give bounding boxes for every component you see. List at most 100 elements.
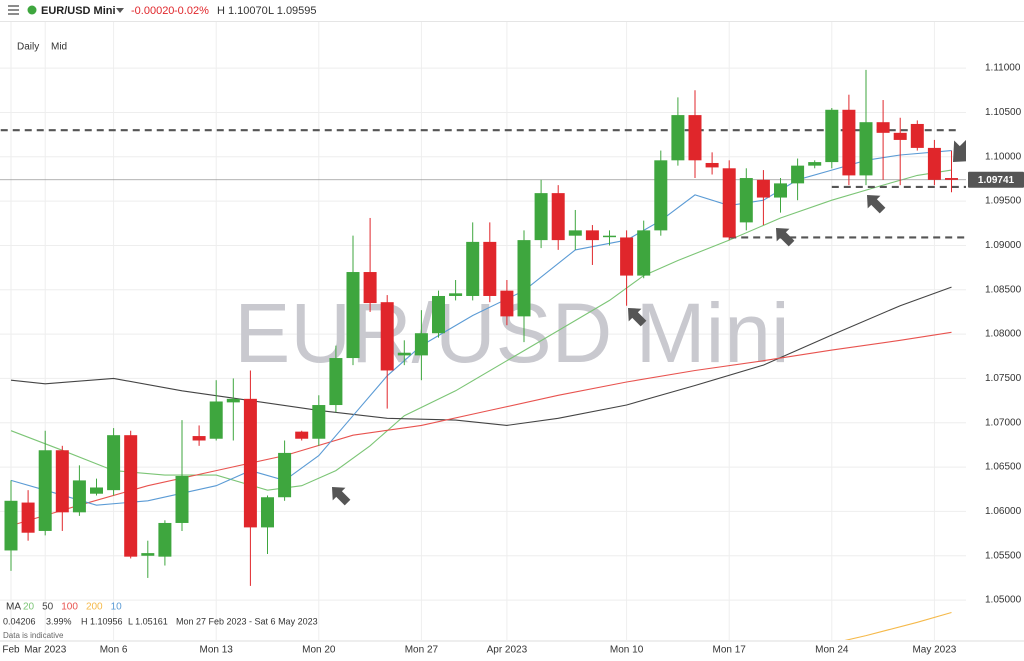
legend-entry: 100 bbox=[61, 602, 78, 613]
candle-body bbox=[517, 240, 531, 317]
candle-body bbox=[278, 452, 292, 498]
candle-body bbox=[124, 435, 138, 557]
y-tick-label: 1.10000 bbox=[985, 151, 1022, 162]
x-tick-label: Mon 20 bbox=[302, 645, 336, 656]
candle-body bbox=[466, 241, 480, 296]
candle-body bbox=[380, 302, 394, 371]
candle-body bbox=[671, 115, 685, 161]
x-tick-label: Apr 2023 bbox=[487, 645, 528, 656]
candle-body bbox=[414, 333, 428, 356]
y-tick-label: 1.05500 bbox=[985, 550, 1022, 561]
candle-body bbox=[483, 241, 497, 296]
low: L 1.09595 bbox=[268, 5, 317, 17]
candle-body bbox=[876, 122, 890, 133]
price-axis-bg bbox=[966, 22, 1024, 656]
candle-body bbox=[945, 178, 958, 180]
candle-body bbox=[72, 480, 86, 513]
y-tick-label: 1.10500 bbox=[985, 107, 1022, 118]
candle-body bbox=[654, 160, 668, 231]
candle-body bbox=[910, 123, 924, 148]
legend-entry: 10 bbox=[111, 602, 123, 613]
candle-body bbox=[603, 235, 616, 238]
y-tick-label: 1.11000 bbox=[985, 63, 1021, 74]
candle-body bbox=[825, 109, 839, 163]
arrow bbox=[628, 308, 647, 327]
header: EUR/USD Mini -0.00020 -0.02% H 1.10070 L… bbox=[8, 5, 317, 53]
candle-body bbox=[739, 178, 753, 223]
change-pct: -0.02% bbox=[174, 5, 209, 17]
candle-body bbox=[637, 230, 651, 276]
candle-body bbox=[209, 401, 223, 439]
candle-body bbox=[21, 502, 35, 533]
range-dates: Mon 27 Feb 2023 - Sat 6 May 2023 bbox=[176, 616, 318, 626]
candle-body bbox=[261, 497, 274, 528]
candle-body bbox=[449, 293, 463, 296]
candle-body bbox=[295, 431, 309, 439]
candle-body bbox=[808, 162, 822, 166]
range-pct: 3.99% bbox=[46, 616, 72, 626]
y-tick-label: 1.05000 bbox=[985, 595, 1022, 606]
y-tick-label: 1.07500 bbox=[985, 373, 1022, 384]
candle-body bbox=[774, 183, 787, 198]
price-type[interactable]: Mid bbox=[51, 42, 67, 53]
candle-body bbox=[620, 237, 634, 276]
x-tick-label: Mon 10 bbox=[610, 645, 644, 656]
legend-entry: 50 bbox=[42, 602, 54, 613]
candle-body bbox=[722, 168, 736, 238]
last-price-label: 1.09741 bbox=[978, 175, 1015, 186]
symbol[interactable]: EUR/USD Mini bbox=[41, 5, 116, 17]
ma-label: MA bbox=[6, 602, 21, 613]
menu-icon[interactable] bbox=[8, 5, 19, 15]
arrow bbox=[332, 487, 351, 506]
candle-body bbox=[346, 272, 360, 359]
x-tick-label: May 2023 bbox=[912, 645, 956, 656]
x-tick-label: Mon 27 bbox=[405, 645, 439, 656]
candle-body bbox=[791, 165, 805, 184]
y-tick-label: 1.09000 bbox=[985, 240, 1022, 251]
candle-body bbox=[90, 487, 103, 494]
x-tick-label: Mar 2023 bbox=[24, 645, 67, 656]
x-tick-label: Mon 17 bbox=[713, 645, 747, 656]
ma-line bbox=[10, 169, 952, 491]
candle-body bbox=[243, 398, 257, 528]
candle-body bbox=[551, 193, 565, 241]
candle-body bbox=[312, 405, 326, 439]
candle-body bbox=[329, 358, 343, 406]
candle-body bbox=[363, 272, 377, 304]
candle-body bbox=[756, 179, 770, 198]
ma-line bbox=[844, 611, 952, 640]
candle-body bbox=[226, 398, 240, 403]
candle-body bbox=[688, 115, 702, 161]
candle-body bbox=[141, 553, 155, 556]
range-low: L 1.05161 bbox=[128, 616, 168, 626]
range-change: 0.04206 bbox=[3, 616, 36, 626]
legend-entry: 200 bbox=[86, 602, 103, 613]
candle-body bbox=[4, 500, 18, 551]
candle-body bbox=[705, 162, 719, 168]
legend-entry: 20 bbox=[23, 602, 35, 613]
ma-line bbox=[10, 286, 952, 426]
candle-body bbox=[500, 290, 514, 317]
y-tick-label: 1.07000 bbox=[985, 417, 1022, 428]
interval[interactable]: Daily bbox=[17, 42, 39, 53]
x-tick-label: Mon 24 bbox=[815, 645, 849, 656]
candle-body bbox=[568, 230, 582, 236]
candle-body bbox=[927, 147, 941, 180]
candle-body bbox=[893, 132, 907, 140]
change: -0.00020 bbox=[131, 5, 174, 17]
last-price-tag bbox=[968, 171, 1024, 188]
y-tick-label: 1.06000 bbox=[985, 506, 1022, 517]
candle-body bbox=[859, 122, 873, 176]
x-tick-label: Mon 6 bbox=[100, 645, 128, 656]
candle-body bbox=[842, 109, 856, 176]
high: H 1.10070 bbox=[217, 5, 268, 17]
candle-body bbox=[192, 436, 206, 441]
y-tick-label: 1.08500 bbox=[985, 284, 1022, 295]
status-dot bbox=[27, 5, 37, 15]
candle-body bbox=[55, 450, 69, 513]
ma-line bbox=[10, 331, 952, 527]
arrow bbox=[867, 195, 886, 214]
candle-body bbox=[107, 435, 121, 491]
dropdown-icon[interactable] bbox=[116, 8, 124, 13]
